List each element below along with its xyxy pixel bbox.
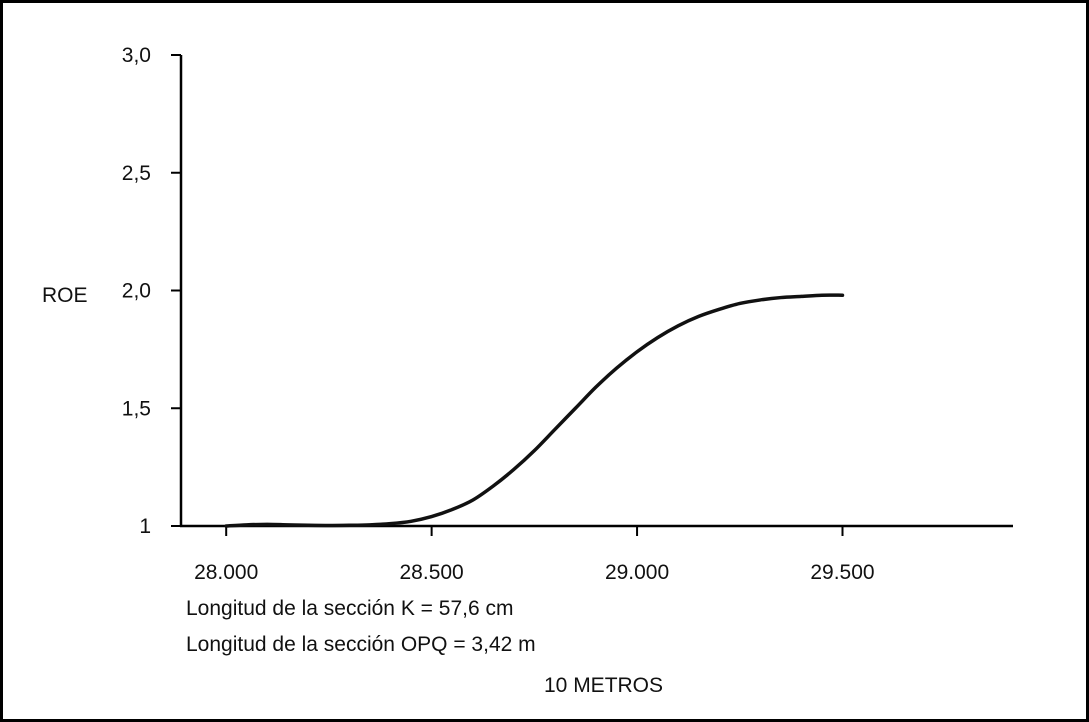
annotation-scale: 10 METROS [544,674,663,697]
x-tick-label: 28.500 [400,561,464,584]
x-ticks: 28.000 28.500 29.000 29.500 [194,526,875,584]
series-line [224,293,845,528]
y-ticks: 1 1,5 2,0 2,5 3,0 [122,44,181,538]
x-tick-label: 28.000 [194,561,258,584]
y-axis-label: ROE [42,284,88,307]
y-tick-label: 1 [139,515,151,538]
x-tick-label: 29.000 [605,561,669,584]
y-tick-label: 2,0 [122,280,151,303]
annotation-section-k: Longitud de la sección K = 57,6 cm [186,597,513,620]
y-tick-label: 3,0 [122,44,151,67]
x-tick-label: 29.500 [810,561,874,584]
y-tick-label: 2,5 [122,162,151,185]
y-tick-label: 1,5 [122,397,151,420]
annotation-section-opq: Longitud de la sección OPQ = 3,42 m [186,633,536,656]
